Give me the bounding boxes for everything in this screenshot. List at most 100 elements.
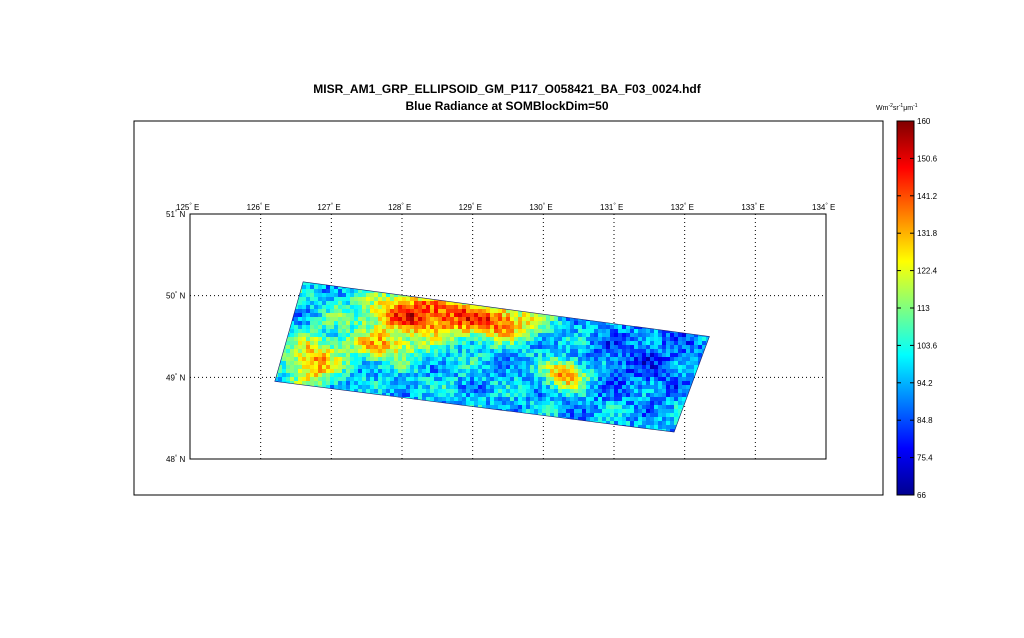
swath-pixel: [426, 341, 430, 345]
swath-pixel: [694, 337, 698, 341]
swath-pixel: [318, 301, 322, 305]
swath-pixel: [514, 317, 518, 321]
swath-pixel: [590, 353, 594, 357]
swath-pixel: [338, 369, 342, 373]
swath-pixel: [302, 285, 306, 289]
swath-pixel: [362, 313, 366, 317]
swath-pixel: [434, 345, 438, 349]
swath-pixel: [306, 313, 310, 317]
swath-pixel: [366, 345, 370, 349]
swath-pixel: [638, 401, 642, 405]
swath-pixel: [390, 365, 394, 369]
swath-pixel: [362, 377, 366, 381]
swath-pixel: [358, 361, 362, 365]
swath-pixel: [502, 369, 506, 373]
swath-pixel: [394, 369, 398, 373]
swath-pixel: [674, 405, 678, 409]
swath-pixel: [318, 381, 322, 385]
swath-pixel: [590, 357, 594, 361]
swath-pixel: [418, 297, 422, 301]
swath-pixel: [462, 393, 466, 397]
swath-pixel: [626, 381, 630, 385]
swath-pixel: [338, 297, 342, 301]
swath-pixel: [586, 397, 590, 401]
swath-pixel: [470, 321, 474, 325]
swath-pixel: [446, 329, 450, 333]
swath-pixel: [622, 329, 626, 333]
swath-pixel: [458, 361, 462, 365]
swath-pixel: [674, 417, 678, 421]
swath-pixel: [430, 333, 434, 337]
swath-pixel: [614, 401, 618, 405]
swath-pixel: [338, 301, 342, 305]
swath-pixel: [450, 369, 454, 373]
swath-pixel: [670, 405, 674, 409]
swath-pixel: [630, 369, 634, 373]
swath-pixel: [362, 305, 366, 309]
swath-pixel: [614, 381, 618, 385]
swath-pixel: [342, 313, 346, 317]
swath-pixel: [458, 349, 462, 353]
swath-pixel: [598, 409, 602, 413]
swath-pixel: [350, 373, 354, 377]
swath-pixel: [570, 393, 574, 397]
swath-pixel: [474, 369, 478, 373]
swath-pixel: [346, 353, 350, 357]
swath-pixel: [322, 293, 326, 297]
swath-pixel: [282, 377, 286, 381]
swath-pixel: [434, 313, 438, 317]
swath-pixel: [562, 329, 566, 333]
swath-pixel: [662, 385, 666, 389]
swath-pixel: [482, 321, 486, 325]
swath-pixel: [310, 313, 314, 317]
swath-pixel: [626, 393, 630, 397]
swath-pixel: [542, 341, 546, 345]
swath-pixel: [382, 361, 386, 365]
swath-pixel: [326, 377, 330, 381]
swath-pixel: [666, 389, 670, 393]
swath-pixel: [358, 373, 362, 377]
swath-pixel: [314, 349, 318, 353]
swath-pixel: [578, 405, 582, 409]
swath-pixel: [634, 357, 638, 361]
swath-pixel: [554, 369, 558, 373]
swath-pixel: [686, 389, 690, 393]
swath-pixel: [498, 329, 502, 333]
swath-pixel: [446, 385, 450, 389]
swath-pixel: [574, 325, 578, 329]
swath-pixel: [418, 341, 422, 345]
swath-pixel: [298, 341, 302, 345]
swath-pixel: [342, 289, 346, 293]
swath-pixel: [466, 333, 470, 337]
swath-pixel: [550, 369, 554, 373]
swath-pixel: [538, 373, 542, 377]
colorbar-ticks: 160150.6141.2131.8122.4113103.694.284.87…: [897, 117, 938, 500]
swath-pixel: [394, 333, 398, 337]
swath-pixel: [666, 345, 670, 349]
swath-pixel: [334, 297, 338, 301]
swath-pixel: [294, 369, 298, 373]
swath-pixel: [518, 361, 522, 365]
swath-pixel: [526, 373, 530, 377]
swath-pixel: [334, 381, 338, 385]
swath-pixel: [302, 317, 306, 321]
swath-pixel: [602, 373, 606, 377]
swath-pixel: [586, 385, 590, 389]
swath-pixel: [438, 325, 442, 329]
swath-pixel: [586, 345, 590, 349]
swath-pixel: [450, 329, 454, 333]
swath-pixel: [314, 289, 318, 293]
swath-pixel: [338, 357, 342, 361]
swath-pixel: [490, 321, 494, 325]
swath-pixel: [534, 365, 538, 369]
swath-pixel: [658, 413, 662, 417]
swath-pixel: [486, 393, 490, 397]
swath-pixel: [470, 401, 474, 405]
swath-pixel: [598, 337, 602, 341]
swath-pixel: [334, 301, 338, 305]
swath-pixel: [534, 389, 538, 393]
swath-pixel: [534, 329, 538, 333]
swath-pixel: [366, 337, 370, 341]
swath-pixel: [394, 345, 398, 349]
swath-pixel: [306, 369, 310, 373]
